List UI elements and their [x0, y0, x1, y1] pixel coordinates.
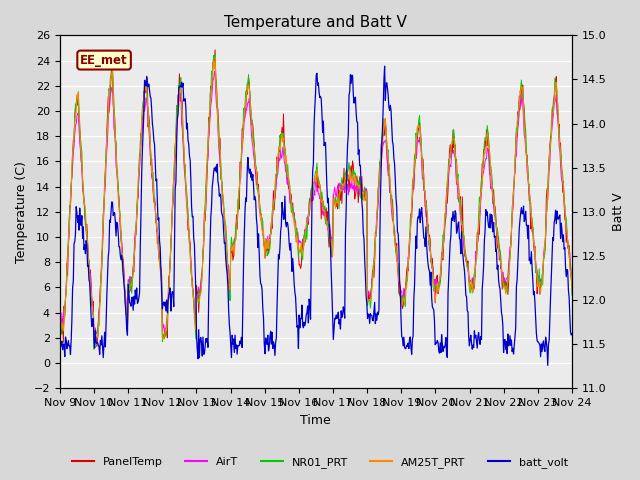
- AM25T_PRT: [92, 342, 100, 348]
- batt_volt: [56, 329, 63, 335]
- batt_volt: [568, 331, 576, 336]
- PanelTemp: [118, 253, 126, 259]
- NR01_PRT: [568, 292, 576, 298]
- Legend: PanelTemp, AirT, NR01_PRT, AM25T_PRT, batt_volt: PanelTemp, AirT, NR01_PRT, AM25T_PRT, ba…: [68, 452, 572, 472]
- PanelTemp: [198, 271, 205, 277]
- PanelTemp: [394, 272, 402, 277]
- PanelTemp: [380, 122, 387, 128]
- AM25T_PRT: [211, 54, 219, 60]
- Line: AirT: AirT: [60, 71, 572, 335]
- batt_volt: [544, 362, 552, 368]
- AM25T_PRT: [65, 226, 73, 231]
- PanelTemp: [211, 47, 219, 53]
- PanelTemp: [171, 167, 179, 173]
- batt_volt: [118, 252, 125, 258]
- AirT: [394, 262, 402, 268]
- NR01_PRT: [118, 268, 126, 274]
- NR01_PRT: [171, 156, 179, 162]
- NR01_PRT: [90, 347, 98, 352]
- PanelTemp: [65, 229, 73, 235]
- AirT: [56, 318, 63, 324]
- PanelTemp: [93, 344, 100, 349]
- NR01_PRT: [198, 281, 205, 287]
- AM25T_PRT: [56, 322, 63, 328]
- Y-axis label: Temperature (C): Temperature (C): [15, 161, 28, 263]
- AirT: [380, 141, 387, 147]
- Title: Temperature and Batt V: Temperature and Batt V: [225, 15, 407, 30]
- NR01_PRT: [65, 216, 73, 222]
- NR01_PRT: [211, 52, 219, 58]
- AirT: [90, 332, 98, 337]
- batt_volt: [394, 229, 401, 235]
- batt_volt: [170, 304, 177, 310]
- Line: batt_volt: batt_volt: [60, 66, 572, 365]
- batt_volt: [381, 63, 388, 69]
- X-axis label: Time: Time: [301, 414, 332, 427]
- AirT: [211, 68, 219, 74]
- AM25T_PRT: [118, 251, 126, 257]
- AM25T_PRT: [380, 132, 387, 138]
- AM25T_PRT: [198, 283, 205, 288]
- AM25T_PRT: [568, 288, 576, 294]
- PanelTemp: [56, 310, 63, 316]
- NR01_PRT: [380, 129, 387, 135]
- AirT: [118, 256, 126, 262]
- Line: NR01_PRT: NR01_PRT: [60, 55, 572, 349]
- NR01_PRT: [394, 264, 402, 270]
- batt_volt: [197, 335, 205, 340]
- AirT: [65, 232, 73, 238]
- Line: AM25T_PRT: AM25T_PRT: [60, 57, 572, 345]
- NR01_PRT: [56, 313, 63, 319]
- Line: PanelTemp: PanelTemp: [60, 50, 572, 347]
- AM25T_PRT: [171, 156, 179, 162]
- Y-axis label: Batt V: Batt V: [612, 192, 625, 231]
- PanelTemp: [568, 286, 576, 292]
- Text: EE_met: EE_met: [80, 54, 128, 67]
- batt_volt: [378, 142, 386, 148]
- AirT: [568, 278, 576, 284]
- AM25T_PRT: [394, 273, 402, 278]
- batt_volt: [65, 343, 73, 349]
- AirT: [171, 163, 179, 168]
- AirT: [198, 276, 205, 281]
